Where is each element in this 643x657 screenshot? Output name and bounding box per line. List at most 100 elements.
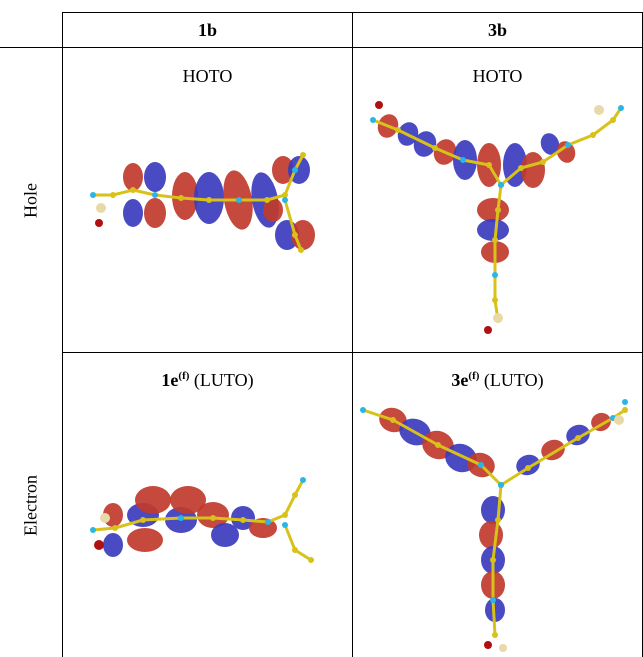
bond <box>114 518 144 530</box>
atom <box>292 167 298 173</box>
atom <box>292 232 298 238</box>
atom <box>540 159 546 165</box>
orbital-lobe <box>127 528 163 552</box>
atom <box>94 540 104 550</box>
atom <box>590 132 596 138</box>
atom <box>282 522 288 528</box>
atom <box>140 517 146 523</box>
orbital-lobe <box>521 152 545 188</box>
bond <box>487 164 503 186</box>
atom <box>300 477 306 483</box>
bond <box>500 466 529 487</box>
atom <box>565 142 571 148</box>
column-header-1b: 1b <box>197 20 217 40</box>
atom <box>460 157 466 163</box>
atom <box>490 557 496 563</box>
cell-title-electron-1b-sup: (f) <box>178 370 190 382</box>
bond <box>542 143 569 164</box>
bond <box>491 599 497 636</box>
atom <box>90 192 96 198</box>
atom <box>493 313 503 323</box>
atom <box>282 197 288 203</box>
atom <box>110 192 116 198</box>
atom <box>178 195 184 201</box>
atom <box>492 237 498 243</box>
orbital-lobe <box>479 521 503 549</box>
column-divider <box>352 12 353 657</box>
atom <box>370 117 376 123</box>
atom <box>486 162 492 168</box>
bond <box>437 443 482 467</box>
atom <box>484 326 492 334</box>
bond <box>132 188 156 197</box>
orbital-image-electron-1b <box>90 477 314 563</box>
atom <box>432 145 438 151</box>
atom <box>499 644 507 652</box>
atom <box>264 197 270 203</box>
bond <box>392 418 439 447</box>
atom <box>614 415 624 425</box>
orbital-lobe <box>211 523 239 547</box>
cell-title-electron-1b-compound: 1e <box>161 370 179 390</box>
atom <box>594 105 604 115</box>
atom <box>300 152 306 158</box>
atom <box>395 127 401 133</box>
bond <box>283 524 297 551</box>
atom <box>130 187 136 193</box>
orbital-lobe <box>103 533 123 557</box>
atom <box>152 192 158 198</box>
atom <box>90 527 96 533</box>
bond <box>267 513 286 524</box>
bond <box>496 484 503 521</box>
cell-title-electron-3b: 3e(f) (LUTO) <box>353 370 642 391</box>
atom <box>282 192 288 198</box>
bond <box>283 199 297 236</box>
bond <box>479 463 503 487</box>
atom <box>575 435 581 441</box>
bond <box>112 188 134 197</box>
bond <box>142 516 182 522</box>
cell-title-electron-3b-sup: (f) <box>468 370 480 382</box>
cell-title-electron-3b-compound: 3e <box>451 370 469 390</box>
bond <box>283 169 297 196</box>
orbital-lobe <box>481 496 505 524</box>
atom <box>492 297 498 303</box>
atom <box>292 492 298 498</box>
atom <box>360 407 366 413</box>
atom <box>240 517 246 523</box>
orbital-image-electron-3b <box>360 399 628 652</box>
bond <box>493 209 500 241</box>
atom <box>610 117 616 123</box>
bond <box>491 519 500 561</box>
bond <box>372 118 399 132</box>
atom <box>100 513 110 523</box>
atom <box>282 512 288 518</box>
orbital-lobe <box>540 133 560 155</box>
atom <box>375 101 383 109</box>
bond <box>500 166 522 187</box>
cell-title-electron-1b-orbital: (LUTO) <box>189 370 254 390</box>
bond <box>496 184 503 211</box>
atom <box>622 399 628 405</box>
bond <box>92 526 116 532</box>
atom <box>112 525 118 531</box>
atom <box>618 105 624 111</box>
atom <box>490 597 496 603</box>
orbital-lobe <box>477 219 509 241</box>
bond <box>567 133 594 147</box>
orbital-lobe <box>503 143 527 187</box>
bond <box>434 146 464 162</box>
atom <box>498 182 504 188</box>
atom <box>210 515 216 521</box>
orbital-lobe <box>135 486 171 514</box>
cell-title-electron-1b: 1e(f) (LUTO) <box>63 370 352 391</box>
left-border <box>62 12 63 657</box>
atom <box>492 632 498 638</box>
orbital-image-hole-3b <box>370 101 624 334</box>
atom <box>495 517 501 523</box>
bond <box>283 494 297 516</box>
orbital-lobe <box>144 162 166 192</box>
bond <box>397 128 436 150</box>
cell-title-hole-3b: HOTO <box>472 66 523 86</box>
atom <box>95 219 103 227</box>
